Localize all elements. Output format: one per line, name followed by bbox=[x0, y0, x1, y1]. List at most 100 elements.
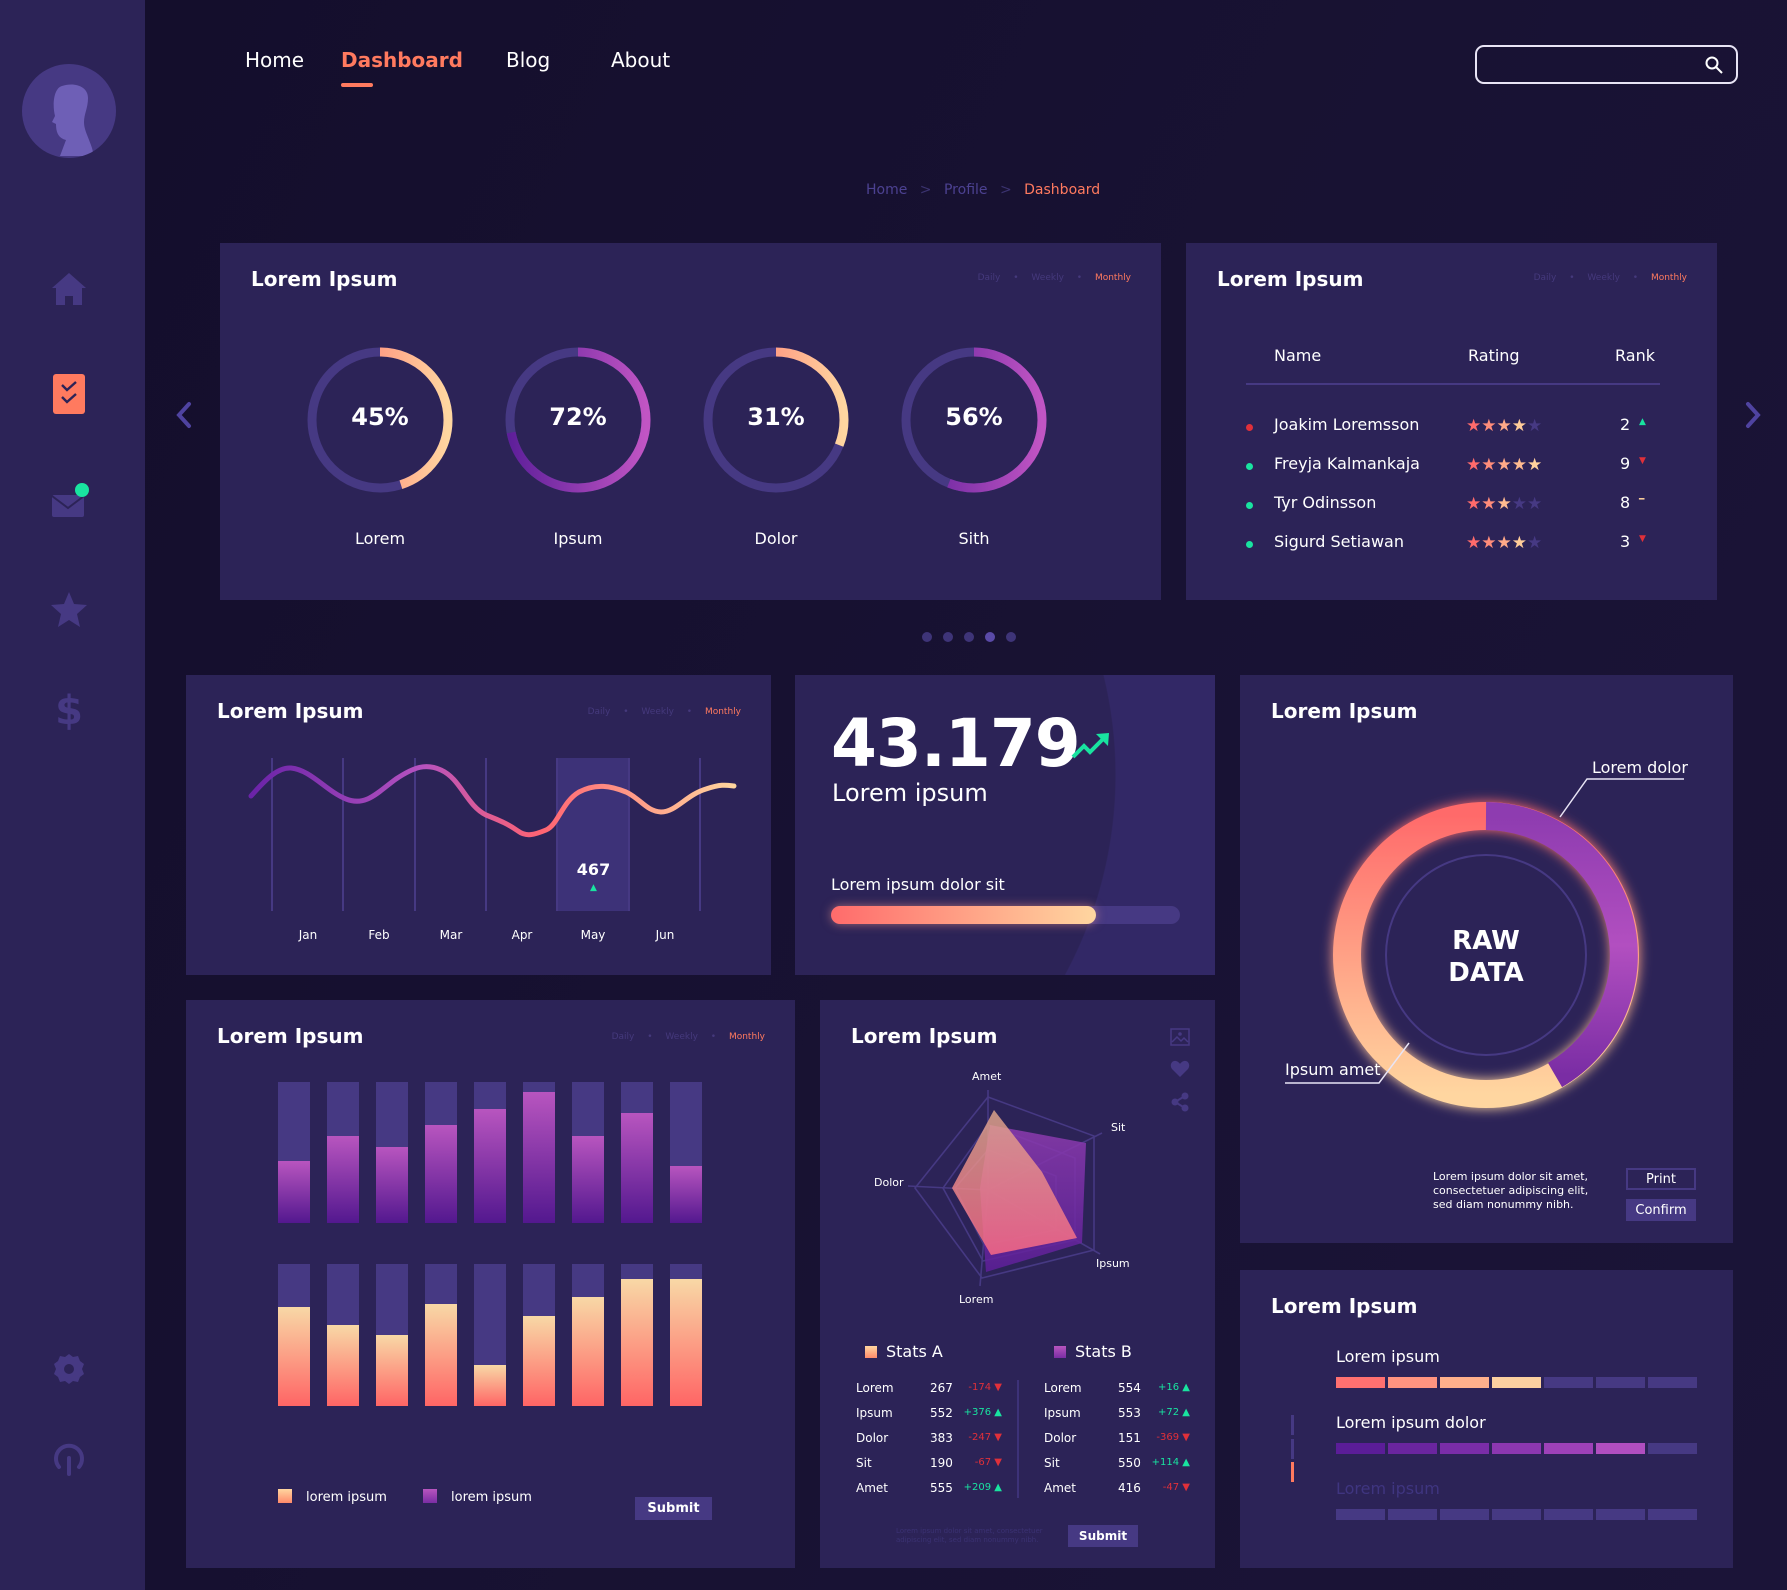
tab-daily[interactable]: Daily bbox=[977, 273, 1001, 283]
tab-weekly[interactable]: Weekly bbox=[1587, 273, 1620, 283]
table-row[interactable]: Tyr Odinsson ★★★★★ 8 ━ bbox=[1186, 490, 1716, 520]
search-box[interactable] bbox=[1475, 45, 1738, 84]
scroll-indicator-step[interactable] bbox=[1291, 1415, 1294, 1435]
tab-weekly[interactable]: Weekly bbox=[1031, 273, 1064, 283]
segment bbox=[1544, 1509, 1593, 1520]
upper-bars bbox=[278, 1082, 702, 1223]
svg-text:$: $ bbox=[55, 688, 83, 730]
nav-about[interactable]: About bbox=[611, 48, 671, 72]
stat-delta: -369 ▼ bbox=[1156, 1432, 1190, 1443]
table-row[interactable]: Joakim Loremsson ★★★★★ 2 ▲ bbox=[1186, 412, 1716, 442]
column-header-rating[interactable]: Rating bbox=[1468, 346, 1520, 365]
confirm-button[interactable]: Confirm bbox=[1626, 1199, 1696, 1221]
ring-label: Sith bbox=[958, 529, 990, 548]
callout-line-bottom bbox=[1285, 1042, 1410, 1084]
carousel-prev-icon[interactable] bbox=[174, 400, 194, 430]
user-silhouette-icon bbox=[52, 84, 94, 156]
progress-label: Lorem ipsum dolor sit bbox=[831, 875, 1005, 894]
legend-item-purple: lorem ipsum bbox=[423, 1489, 532, 1505]
segment bbox=[1648, 1509, 1697, 1520]
trend-down-icon: ▼ bbox=[1639, 534, 1646, 544]
nav-dashboard[interactable]: Dashboard bbox=[341, 48, 463, 87]
share-icon[interactable] bbox=[1170, 1092, 1190, 1112]
callout-bottom-label: Ipsum amet bbox=[1285, 1060, 1381, 1079]
card-title: Lorem Ipsum bbox=[1271, 699, 1418, 723]
donut-chart bbox=[1285, 778, 1684, 1108]
page-dot-2[interactable] bbox=[943, 632, 953, 642]
donut-segment-lorem-dolor bbox=[1485, 802, 1638, 1088]
stats-b-header: Stats B bbox=[1054, 1342, 1132, 1361]
stats-a-title: Stats A bbox=[886, 1342, 943, 1361]
radar-chart bbox=[907, 1090, 1103, 1287]
sidebar: $ bbox=[0, 0, 145, 1590]
ring-label: Dolor bbox=[754, 529, 798, 548]
sidebar-item-logout[interactable] bbox=[48, 1438, 90, 1480]
page-dot-4-active[interactable] bbox=[985, 632, 995, 642]
kpi-value: 43.179 bbox=[831, 705, 1081, 782]
submit-button[interactable]: Submit bbox=[635, 1497, 712, 1520]
tab-monthly[interactable]: Monthly bbox=[704, 707, 741, 717]
segment bbox=[1492, 1509, 1541, 1520]
avatar[interactable] bbox=[22, 64, 116, 158]
notification-badge bbox=[75, 483, 89, 497]
breadcrumb-home[interactable]: Home bbox=[866, 182, 908, 198]
sidebar-item-home[interactable] bbox=[48, 268, 90, 310]
table-row[interactable]: Freyja Kalmankaja ★★★★★ 9 ▼ bbox=[1186, 451, 1716, 481]
sidebar-item-tasks[interactable] bbox=[48, 373, 90, 415]
carousel-pagination bbox=[922, 632, 1016, 642]
kpi-card: 43.179 Lorem ipsum Lorem ipsum dolor sit bbox=[795, 675, 1215, 975]
column-header-rank[interactable]: Rank bbox=[1615, 346, 1655, 365]
submit-button[interactable]: Submit bbox=[1068, 1525, 1138, 1547]
segment bbox=[1440, 1509, 1489, 1520]
stat-label: Sit bbox=[1044, 1456, 1060, 1470]
table-row[interactable]: Sigurd Setiawan ★★★★★ 3 ▼ bbox=[1186, 529, 1716, 559]
legend-item-warm: lorem ipsum bbox=[278, 1489, 387, 1505]
search-input[interactable] bbox=[1489, 53, 1689, 77]
legend-label: lorem ipsum bbox=[451, 1490, 532, 1505]
stats-a-header: Stats A bbox=[865, 1342, 943, 1361]
print-button[interactable]: Print bbox=[1626, 1168, 1696, 1190]
breadcrumb-current: Dashboard bbox=[1024, 182, 1101, 198]
image-icon[interactable] bbox=[1170, 1028, 1190, 1046]
tab-monthly[interactable]: Monthly bbox=[1650, 273, 1687, 283]
ring-value: 31% bbox=[747, 403, 805, 431]
nav-home[interactable]: Home bbox=[245, 48, 305, 72]
tab-monthly[interactable]: Monthly bbox=[728, 1032, 765, 1042]
carousel-next-icon[interactable] bbox=[1743, 400, 1763, 430]
ring-value: 45% bbox=[351, 403, 409, 431]
tab-daily[interactable]: Daily bbox=[611, 1032, 635, 1042]
status-dot bbox=[1246, 502, 1253, 509]
scroll-indicator-step[interactable] bbox=[1291, 1439, 1294, 1459]
sidebar-item-favorites[interactable] bbox=[48, 588, 90, 630]
page-dot-3[interactable] bbox=[964, 632, 974, 642]
heart-icon[interactable] bbox=[1170, 1060, 1190, 1078]
lower-bars bbox=[278, 1264, 702, 1406]
sidebar-item-mail[interactable] bbox=[48, 480, 90, 522]
tab-daily[interactable]: Daily bbox=[587, 707, 611, 717]
ring-ipsum: 72% Ipsum bbox=[503, 345, 653, 555]
row-name: Joakim Loremsson bbox=[1274, 415, 1420, 434]
search-icon[interactable] bbox=[1704, 55, 1724, 75]
sidebar-item-finance[interactable]: $ bbox=[48, 688, 90, 730]
nav-blog[interactable]: Blog bbox=[506, 48, 551, 72]
tab-monthly[interactable]: Monthly bbox=[1094, 273, 1131, 283]
stat-label: Amet bbox=[1044, 1481, 1076, 1495]
tab-daily[interactable]: Daily bbox=[1533, 273, 1557, 283]
tab-weekly[interactable]: Weekly bbox=[665, 1032, 698, 1042]
column-header-name[interactable]: Name bbox=[1274, 346, 1322, 365]
scroll-indicator-active[interactable] bbox=[1291, 1462, 1294, 1482]
tab-weekly[interactable]: Weekly bbox=[641, 707, 674, 717]
x-label-mar: Mar bbox=[439, 928, 463, 942]
status-dot bbox=[1246, 541, 1253, 548]
row-name: Sigurd Setiawan bbox=[1274, 532, 1404, 551]
breadcrumb-profile[interactable]: Profile bbox=[943, 182, 988, 198]
sidebar-item-settings[interactable] bbox=[48, 1348, 90, 1390]
stats-b-swatch bbox=[1054, 1346, 1066, 1358]
page-dot-1[interactable] bbox=[922, 632, 932, 642]
stat-value: 383 bbox=[930, 1431, 953, 1445]
segment-label-dim: Lorem ipsum bbox=[1336, 1479, 1440, 1498]
stat-value: 416 bbox=[1118, 1481, 1141, 1495]
legend-swatch bbox=[278, 1489, 292, 1503]
page-dot-5[interactable] bbox=[1006, 632, 1016, 642]
period-tabs: Daily • Weekly • Monthly bbox=[968, 273, 1131, 283]
